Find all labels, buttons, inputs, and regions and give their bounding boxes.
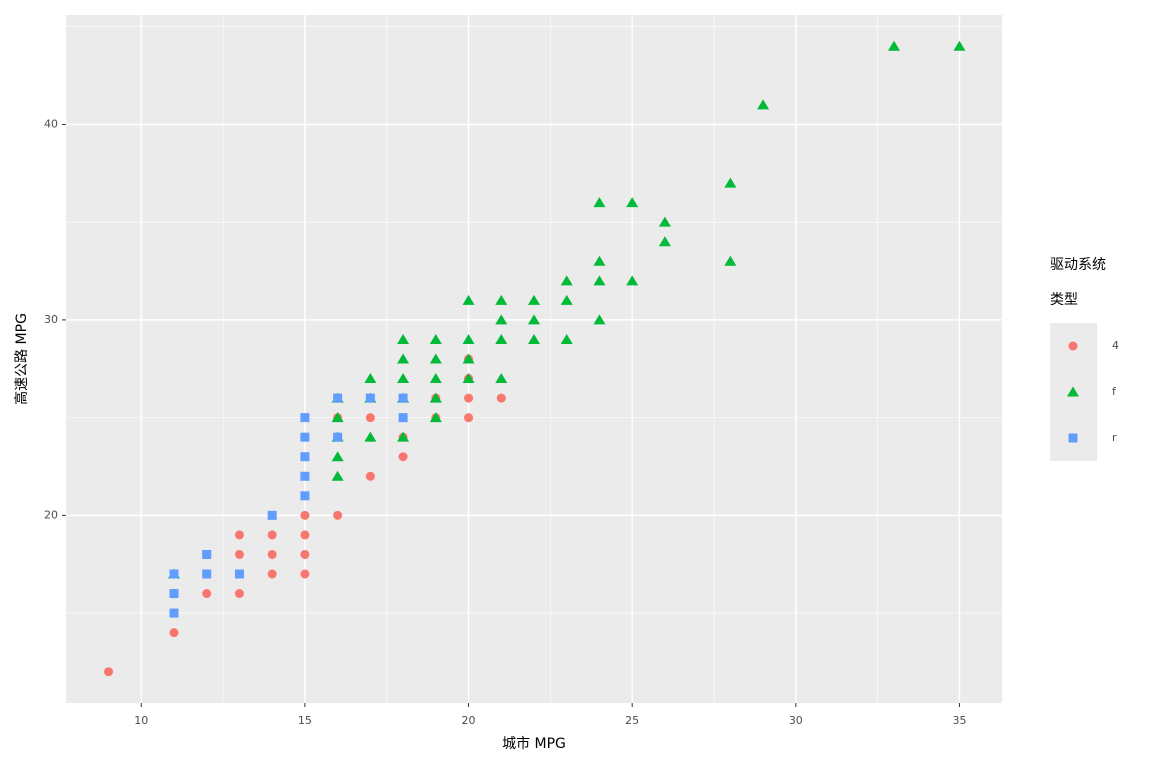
point [528, 333, 540, 344]
point [333, 393, 343, 403]
point [202, 569, 212, 579]
point [429, 373, 442, 384]
point [267, 530, 277, 540]
point [267, 549, 277, 559]
point [364, 431, 377, 442]
point [495, 373, 508, 384]
point [169, 569, 179, 579]
point [169, 628, 179, 638]
point [953, 40, 966, 51]
point [300, 549, 310, 559]
point [397, 373, 410, 384]
point [528, 314, 540, 325]
point [397, 431, 410, 442]
point [724, 177, 737, 188]
point [593, 197, 606, 208]
y-tick-label: 20 [44, 508, 58, 521]
point [331, 470, 344, 481]
point [234, 569, 244, 579]
point [626, 197, 639, 208]
point [462, 333, 475, 344]
x-tick-label: 15 [298, 714, 312, 727]
x-tick-label: 35 [952, 714, 966, 727]
point [528, 294, 540, 305]
point [300, 491, 310, 501]
point [234, 589, 244, 599]
point [267, 569, 277, 579]
point [398, 452, 408, 462]
point [333, 432, 343, 442]
y-tick-label: 40 [44, 117, 58, 130]
point [234, 530, 244, 540]
point [267, 510, 277, 520]
y-tick-label: 30 [44, 313, 58, 326]
point [331, 412, 344, 423]
legend-key [1067, 386, 1079, 397]
point [429, 333, 442, 344]
point [429, 412, 442, 423]
panel [66, 15, 1002, 703]
point [724, 255, 737, 266]
point [169, 589, 179, 599]
point [398, 393, 408, 403]
point [398, 413, 408, 423]
point [462, 353, 475, 364]
point [462, 294, 475, 305]
point [333, 510, 343, 520]
x-tick-label: 30 [789, 714, 803, 727]
point [593, 275, 606, 286]
legend-title: 驱动系统 [1050, 257, 1106, 273]
point [462, 373, 475, 384]
x-axis-label: 城市 MPG [502, 735, 566, 752]
legend-key [1068, 433, 1078, 443]
point [397, 333, 410, 344]
legend-label: f [1112, 385, 1117, 398]
point [464, 393, 474, 403]
point [560, 275, 573, 286]
point [593, 255, 606, 266]
point [495, 314, 508, 325]
y-axis-label: 高速公路 MPG [13, 313, 30, 405]
point [365, 393, 375, 403]
point [169, 608, 179, 618]
point [429, 392, 442, 403]
point [300, 569, 310, 579]
legend-label: 4 [1112, 339, 1119, 352]
point [429, 353, 442, 364]
point [496, 393, 506, 403]
point [464, 413, 474, 423]
point [300, 432, 310, 442]
x-tick-label: 20 [462, 714, 476, 727]
legend-key [1068, 341, 1078, 351]
point [202, 589, 212, 599]
x-tick-label: 25 [625, 714, 639, 727]
point [658, 236, 671, 247]
x-tick-label: 10 [134, 714, 148, 727]
point [300, 471, 310, 481]
point [397, 353, 410, 364]
point [593, 314, 606, 325]
point [560, 294, 573, 305]
point [365, 413, 375, 423]
point [757, 99, 770, 110]
point [658, 216, 671, 227]
point [888, 40, 900, 51]
legend-label: r [1112, 431, 1117, 444]
point [495, 294, 508, 305]
legend-title: 类型 [1050, 292, 1078, 308]
point [300, 510, 310, 520]
point [364, 373, 377, 384]
point [300, 452, 310, 462]
point [104, 667, 114, 677]
point [300, 413, 310, 423]
point [331, 451, 344, 462]
point [495, 333, 508, 344]
point [202, 549, 212, 559]
point [365, 471, 375, 481]
point [300, 530, 310, 540]
point [560, 333, 573, 344]
point [626, 275, 639, 286]
point [234, 549, 244, 559]
